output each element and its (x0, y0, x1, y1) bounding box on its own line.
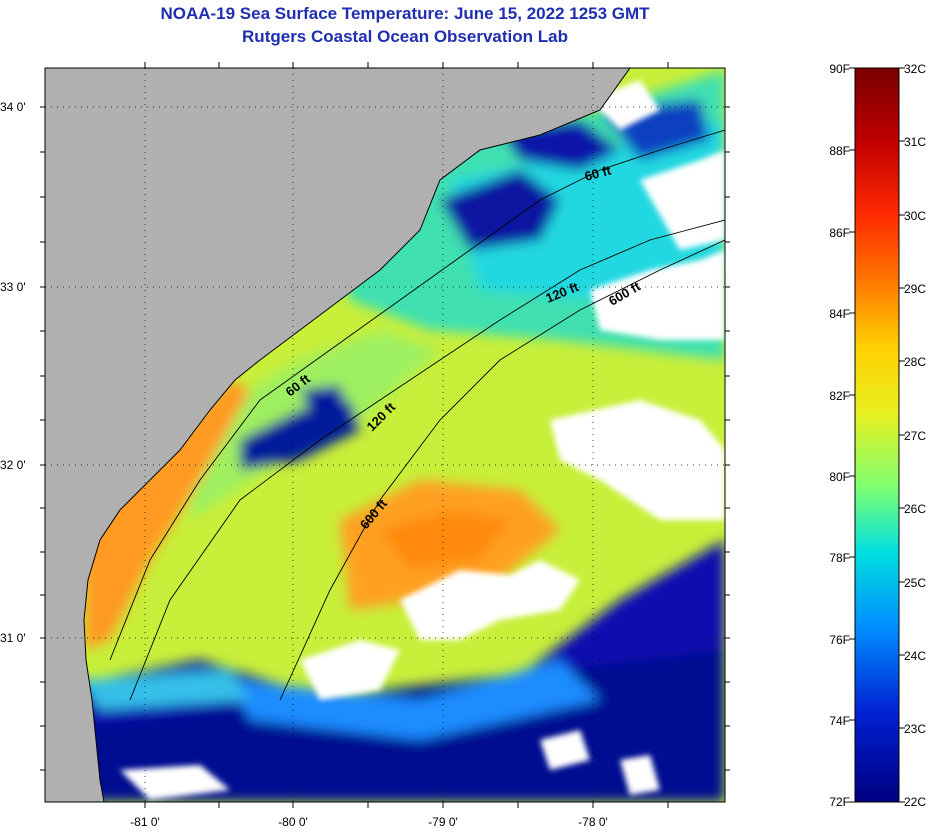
cbar-f-86: 86F (829, 226, 850, 240)
lat-label-32: 32 0' (0, 458, 26, 472)
cloud-mask (70, 80, 725, 800)
color-bar-ticks (849, 67, 905, 803)
cbar-c-27: 27C (904, 429, 926, 443)
lon-label-78: -78 0' (578, 815, 608, 829)
lon-label-81: -81 0' (130, 815, 160, 829)
map-image (45, 68, 725, 802)
graticule (45, 68, 725, 802)
cbar-c-24: 24C (904, 649, 926, 663)
map-subtitle: Rutgers Coastal Ocean Observation Lab (242, 27, 568, 46)
cbar-c-22: 22C (904, 795, 926, 809)
cbar-c-25: 25C (904, 576, 926, 590)
cbar-c-29: 29C (904, 282, 926, 296)
cbar-f-78: 78F (829, 551, 850, 565)
cbar-f-90: 90F (829, 62, 850, 76)
map-frame (44, 67, 726, 803)
lon-label-80: -80 0' (278, 815, 308, 829)
cbar-c-31: 31C (904, 135, 926, 149)
lat-label-31: 31 0' (0, 631, 26, 645)
contour-label-60ft-north: 60 ft (583, 162, 613, 184)
cbar-f-80: 80F (829, 470, 850, 484)
land-mass (45, 68, 631, 802)
cbar-f-82: 82F (829, 389, 850, 403)
cbar-c-23: 23C (904, 722, 926, 736)
cbar-c-32: 32C (904, 62, 926, 76)
axis-ticks (40, 62, 730, 808)
cbar-c-26: 26C (904, 502, 926, 516)
isobath-lines (109, 129, 725, 701)
cbar-f-76: 76F (829, 633, 850, 647)
lat-label-34: 34 0' (0, 100, 26, 114)
cbar-f-74: 74F (829, 714, 850, 728)
cbar-f-72: 72F (829, 795, 850, 809)
cbar-c-28: 28C (904, 355, 926, 369)
cbar-f-84: 84F (829, 307, 850, 321)
cbar-c-30: 30C (904, 209, 926, 223)
lat-label-33: 33 0' (0, 280, 26, 294)
cbar-f-88: 88F (829, 144, 850, 158)
color-bar (854, 67, 900, 803)
map-title: NOAA-19 Sea Surface Temperature: June 15… (160, 4, 650, 23)
lon-label-79: -79 0' (428, 815, 458, 829)
